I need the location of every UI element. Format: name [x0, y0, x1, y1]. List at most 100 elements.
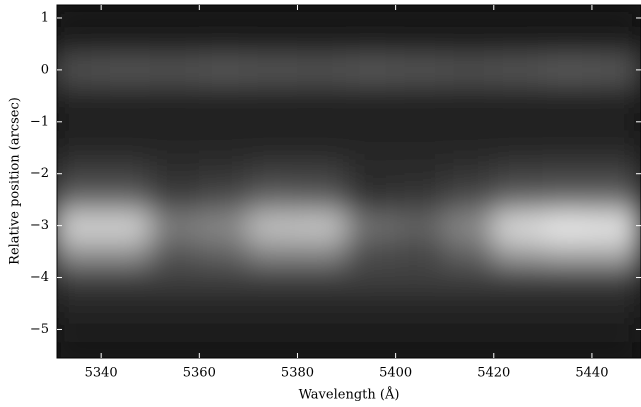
- cell: [542, 290, 593, 317]
- cell: [542, 264, 593, 292]
- cell: [444, 108, 495, 136]
- cell: [346, 30, 397, 58]
- cell: [100, 82, 151, 110]
- cell: [493, 82, 544, 110]
- cell: [346, 264, 397, 292]
- x-tick-label: 5360: [183, 366, 216, 381]
- cell: [591, 5, 641, 32]
- cell: [149, 315, 200, 343]
- cell: [198, 315, 249, 343]
- cell: [100, 56, 151, 84]
- cell: [444, 30, 495, 58]
- cell: [100, 108, 151, 136]
- cell: [444, 134, 495, 162]
- cell: [444, 82, 495, 110]
- cell: [100, 160, 151, 188]
- cell: [247, 56, 298, 84]
- x-tick-label: 5440: [575, 366, 608, 381]
- cell: [591, 186, 641, 214]
- image: [57, 5, 641, 358]
- cell: [247, 341, 298, 358]
- cell: [149, 5, 200, 32]
- cell: [395, 82, 446, 110]
- cell: [296, 290, 348, 317]
- cell: [149, 341, 200, 358]
- cell: [493, 315, 544, 343]
- cell: [346, 212, 397, 240]
- cell: [198, 82, 249, 110]
- x-tick-label: 5380: [281, 366, 314, 381]
- cell: [493, 341, 544, 358]
- cell: [296, 134, 348, 162]
- cell: [57, 264, 102, 292]
- cell: [493, 160, 544, 188]
- cell: [198, 290, 249, 317]
- y-tick-label: −2: [30, 166, 49, 181]
- cell: [444, 341, 495, 358]
- cell: [296, 341, 348, 358]
- cell: [57, 160, 102, 188]
- cell: [542, 30, 593, 58]
- cell: [198, 238, 249, 266]
- cell: [395, 108, 446, 136]
- cell: [346, 108, 397, 136]
- cell: [57, 134, 102, 162]
- cell: [395, 264, 446, 292]
- cell: [395, 315, 446, 343]
- cell: [591, 108, 641, 136]
- cell: [100, 341, 151, 358]
- cell: [542, 56, 593, 84]
- cell: [247, 238, 298, 266]
- cell: [198, 186, 249, 214]
- cell: [493, 238, 544, 266]
- cell: [493, 30, 544, 58]
- cell: [57, 108, 102, 136]
- cell: [149, 264, 200, 292]
- cell: [591, 82, 641, 110]
- cell: [444, 238, 495, 266]
- cell: [542, 134, 593, 162]
- cell: [493, 108, 544, 136]
- cell: [591, 30, 641, 58]
- cell: [493, 186, 544, 214]
- cell: [542, 341, 593, 358]
- cell: [591, 160, 641, 188]
- cell: [444, 212, 495, 240]
- cell: [346, 82, 397, 110]
- cell: [247, 290, 298, 317]
- cell: [542, 5, 593, 32]
- y-axis-label: Relative position (arcsec): [8, 97, 23, 265]
- cell: [395, 160, 446, 188]
- y-tick-label: −1: [30, 114, 49, 129]
- cell: [149, 56, 200, 84]
- cell: [247, 134, 298, 162]
- cell: [395, 56, 446, 84]
- cell: [296, 264, 348, 292]
- x-tick-label: 5420: [477, 366, 510, 381]
- cell: [100, 186, 151, 214]
- cell: [57, 30, 102, 58]
- cell: [198, 56, 249, 84]
- cell: [198, 341, 249, 358]
- cell: [395, 238, 446, 266]
- cell: [296, 160, 348, 188]
- cell: [296, 30, 348, 58]
- cell: [57, 5, 102, 32]
- cell: [346, 160, 397, 188]
- cell: [247, 160, 298, 188]
- x-axis-label: Wavelength (Å): [299, 387, 400, 403]
- cell: [493, 134, 544, 162]
- cell: [100, 315, 151, 343]
- cell: [100, 5, 151, 32]
- cell: [149, 134, 200, 162]
- cell: [149, 108, 200, 136]
- cell: [591, 315, 641, 343]
- cell: [296, 108, 348, 136]
- cell: [542, 315, 593, 343]
- y-tick-label: 1: [41, 10, 49, 25]
- cell: [247, 108, 298, 136]
- cell: [591, 341, 641, 358]
- cell: [444, 290, 495, 317]
- cell: [198, 160, 249, 188]
- cell: [296, 315, 348, 343]
